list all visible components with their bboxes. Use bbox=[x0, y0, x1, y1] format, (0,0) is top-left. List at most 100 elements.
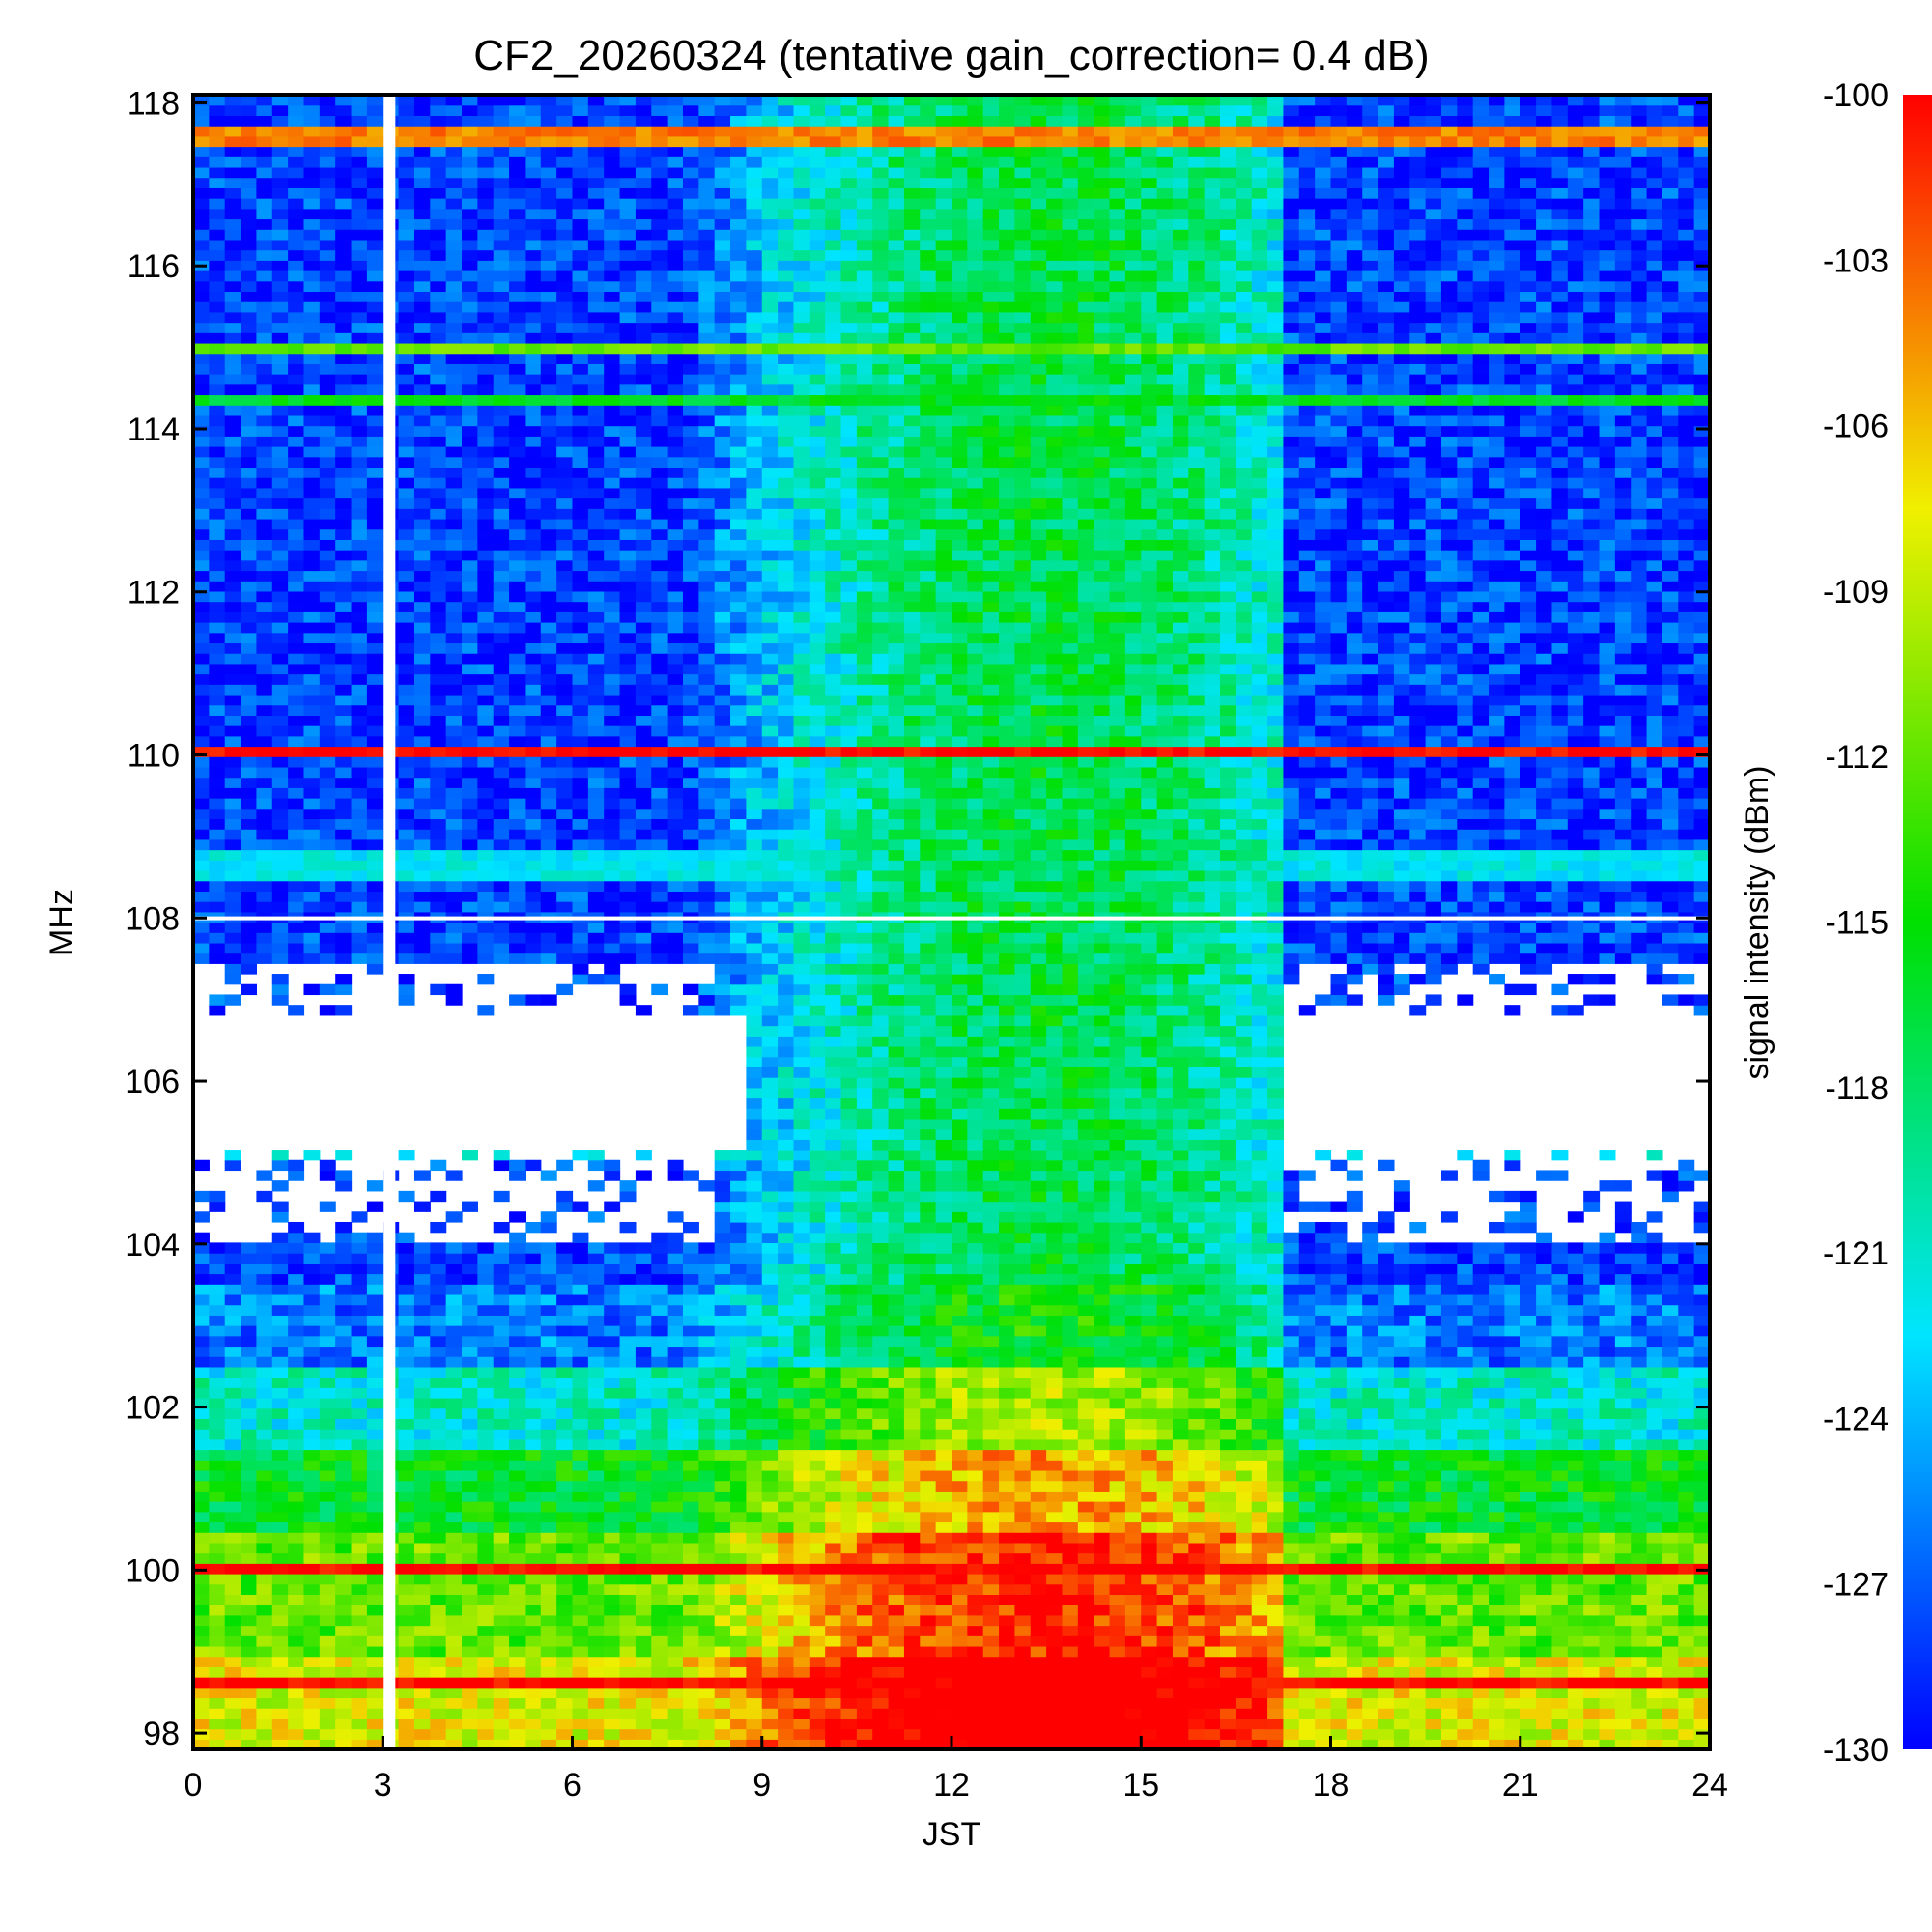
heatmap-cell bbox=[540, 1438, 557, 1451]
heatmap-cell bbox=[413, 353, 431, 364]
heatmap-cell bbox=[224, 1677, 242, 1689]
heatmap-cell bbox=[746, 1293, 763, 1306]
heatmap-cell bbox=[714, 891, 731, 902]
heatmap-cell bbox=[540, 766, 557, 779]
heatmap-cell bbox=[730, 798, 747, 810]
heatmap-cell bbox=[525, 363, 542, 375]
heatmap-cell bbox=[335, 1625, 353, 1636]
heatmap-cell bbox=[430, 477, 447, 489]
heatmap-cell bbox=[477, 1501, 495, 1513]
heatmap-cell bbox=[698, 922, 716, 933]
heatmap-cell bbox=[319, 1284, 336, 1295]
heatmap-cell bbox=[335, 1718, 353, 1730]
heatmap-cell bbox=[477, 436, 495, 447]
heatmap-cell bbox=[271, 559, 289, 572]
heatmap-cell bbox=[509, 1438, 526, 1451]
heatmap-cell bbox=[209, 704, 226, 716]
heatmap-cell bbox=[288, 322, 305, 333]
heatmap-cell bbox=[319, 229, 336, 241]
heatmap-cell bbox=[556, 95, 574, 106]
heatmap-cell bbox=[241, 1491, 258, 1502]
heatmap-cell bbox=[366, 1491, 384, 1502]
heatmap-cell bbox=[540, 260, 557, 271]
heatmap-cell bbox=[398, 735, 415, 748]
heatmap-cell bbox=[714, 1407, 731, 1419]
heatmap-cell bbox=[445, 497, 463, 509]
heatmap-cell bbox=[462, 1469, 478, 1482]
heatmap-cell bbox=[635, 239, 652, 251]
heatmap-cell bbox=[651, 829, 668, 840]
heatmap-cell bbox=[462, 860, 478, 871]
heatmap-cell bbox=[398, 1718, 415, 1730]
heatmap-cell bbox=[209, 198, 226, 210]
heatmap-cell bbox=[746, 260, 763, 271]
heatmap-cell bbox=[540, 1387, 557, 1399]
heatmap-cell bbox=[271, 95, 289, 106]
heatmap-cell bbox=[556, 1605, 574, 1616]
heatmap-cell bbox=[256, 126, 273, 137]
heatmap-cell bbox=[493, 1501, 510, 1513]
heatmap-cell bbox=[398, 291, 415, 302]
heatmap-cell bbox=[256, 270, 273, 282]
heatmap-cell bbox=[288, 1253, 305, 1264]
heatmap-cell bbox=[319, 849, 336, 861]
heatmap-cell bbox=[651, 632, 668, 644]
heatmap-cell bbox=[335, 1397, 353, 1409]
heatmap-cell bbox=[540, 798, 557, 810]
heatmap-cell bbox=[288, 704, 305, 716]
heatmap-cell bbox=[635, 166, 652, 179]
heatmap-cell bbox=[540, 787, 557, 799]
heatmap-cell bbox=[635, 611, 652, 623]
heatmap-cell bbox=[288, 1429, 305, 1440]
heatmap-cell bbox=[635, 508, 652, 520]
heatmap-cell bbox=[303, 208, 321, 220]
heatmap-cell bbox=[572, 684, 589, 696]
heatmap-cell bbox=[430, 229, 447, 241]
heatmap-cell bbox=[193, 798, 210, 810]
heatmap-cell bbox=[430, 1625, 447, 1636]
heatmap-cell bbox=[698, 869, 716, 882]
heatmap-cell bbox=[462, 818, 478, 830]
heatmap-cell bbox=[698, 1573, 716, 1585]
heatmap-cell bbox=[667, 301, 684, 313]
heatmap-cell bbox=[209, 1438, 226, 1451]
heatmap-cell bbox=[730, 1583, 747, 1596]
heatmap-cell bbox=[271, 126, 289, 137]
heatmap-cell bbox=[635, 104, 652, 117]
heatmap-cell bbox=[303, 487, 321, 499]
heatmap-cell bbox=[366, 756, 384, 768]
heatmap-cell bbox=[746, 1687, 763, 1699]
heatmap-cell bbox=[288, 280, 305, 293]
heatmap-cell bbox=[525, 1366, 542, 1378]
heatmap-cell bbox=[462, 1708, 478, 1719]
heatmap-cell bbox=[651, 280, 668, 293]
heatmap-cell bbox=[667, 673, 684, 685]
heatmap-cell bbox=[635, 1739, 652, 1749]
heatmap-cell bbox=[256, 311, 273, 324]
heatmap-cell bbox=[698, 1397, 716, 1409]
heatmap-cell bbox=[462, 1480, 478, 1492]
heatmap-cell bbox=[604, 1605, 621, 1616]
heatmap-cell bbox=[193, 735, 210, 748]
heatmap-cell bbox=[224, 1697, 242, 1709]
heatmap-cell bbox=[746, 1108, 763, 1120]
heatmap-cell bbox=[193, 1469, 210, 1482]
heatmap-cell bbox=[730, 735, 747, 748]
heatmap-cell bbox=[398, 126, 415, 137]
heatmap-cell bbox=[335, 1263, 353, 1275]
heatmap-cell bbox=[651, 1242, 668, 1254]
heatmap-cell bbox=[698, 260, 716, 271]
heatmap-cell bbox=[209, 838, 226, 851]
heatmap-cell bbox=[193, 922, 210, 933]
heatmap-cell bbox=[682, 187, 699, 199]
heatmap-cell bbox=[271, 518, 289, 530]
heatmap-cell bbox=[525, 808, 542, 820]
heatmap-cell bbox=[462, 1460, 478, 1471]
heatmap-cell bbox=[366, 550, 384, 561]
heatmap-cell bbox=[572, 869, 589, 882]
heatmap-cell bbox=[730, 528, 747, 540]
heatmap-cell bbox=[366, 725, 384, 737]
heatmap-cell bbox=[271, 1625, 289, 1636]
heatmap-cell bbox=[730, 725, 747, 737]
heatmap-cell bbox=[509, 570, 526, 582]
